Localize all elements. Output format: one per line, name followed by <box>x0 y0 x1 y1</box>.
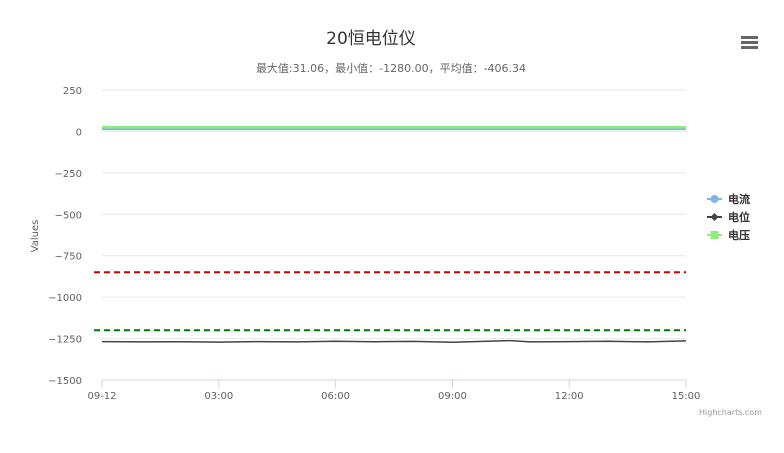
x-tick-label: 09:00 <box>438 391 467 402</box>
y-axis-tick-labels: 250 0 −250 −500 −750 −1000 −1250 −1500 <box>48 86 82 387</box>
series-lines <box>101 126 687 343</box>
legend-diamond-marker-icon <box>710 213 719 221</box>
x-tick-label: 09-12 <box>87 391 116 402</box>
x-tick-label: 12:00 <box>555 391 584 402</box>
y-tick-label: 250 <box>63 86 82 97</box>
x-tick-label: 03:00 <box>204 391 233 402</box>
x-axis-ticks: 09-12 03:00 06:00 09:00 12:00 15:00 <box>87 380 700 402</box>
legend-label: 电流 <box>728 192 750 206</box>
legend-circle-marker-icon <box>710 195 719 203</box>
legend-item[interactable]: 电压 <box>707 228 750 242</box>
credits-link[interactable]: Highcharts.com <box>699 408 762 417</box>
y-tick-label: −1000 <box>48 293 82 304</box>
x-tick-label: 15:00 <box>672 391 701 402</box>
y-tick-label: −1250 <box>48 335 82 346</box>
legend-item[interactable]: 电流 <box>707 192 750 206</box>
chart-title: 20恒电位仪 <box>326 29 416 49</box>
x-tick-label: 06:00 <box>321 391 350 402</box>
y-tick-label: −750 <box>55 252 82 263</box>
y-tick-label: −250 <box>55 169 82 180</box>
y-gridlines <box>102 89 686 340</box>
legend-label: 电位 <box>728 210 750 224</box>
y-tick-label: 0 <box>76 127 82 138</box>
y-axis-title: Values <box>30 220 41 253</box>
y-tick-label: −500 <box>55 210 82 221</box>
hamburger-menu-icon[interactable] <box>736 30 762 54</box>
legend-item[interactable]: 电位 <box>707 210 750 224</box>
reference-lines <box>94 271 686 332</box>
legend-label: 电压 <box>728 228 750 242</box>
legend-square-marker-icon <box>710 231 719 239</box>
series-line-1 <box>101 339 687 343</box>
y-tick-label: −1500 <box>48 376 82 387</box>
chart-subtitle: 最大值:31.06，最小值：-1280.00，平均值：-406.34 <box>256 61 526 75</box>
